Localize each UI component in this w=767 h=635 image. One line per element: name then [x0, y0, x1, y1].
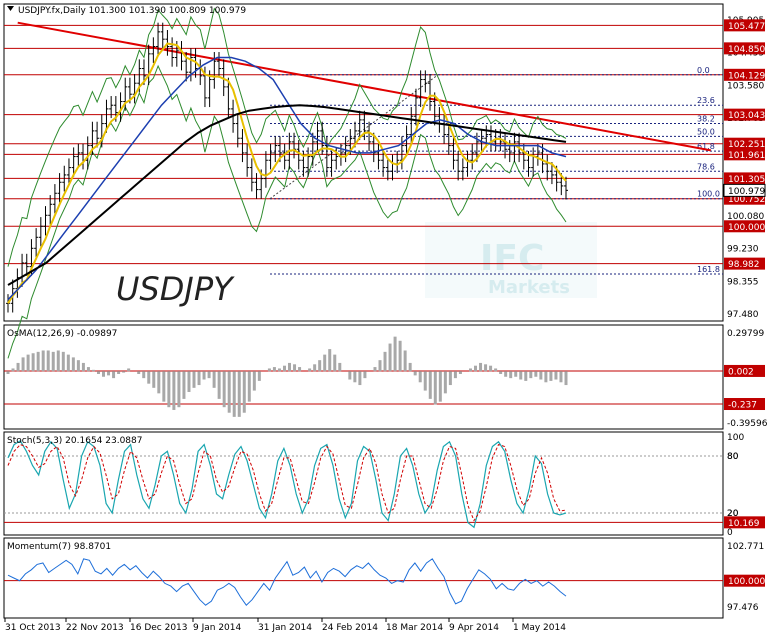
momentum-panel-frame	[3, 537, 724, 619]
price-tag: 100.000	[728, 223, 765, 233]
fib-label: 50.0	[697, 127, 715, 136]
fib-label: 61.8	[697, 142, 715, 151]
momentum-level-tag-box	[724, 574, 765, 587]
main-plot: 105.905104.455103.580102.705101.830100.9…	[4, 7, 766, 359]
stoch-tag-box	[724, 516, 765, 529]
momentum-title: Momentum(7) 98.8701	[7, 542, 111, 552]
price-tag-box	[724, 108, 765, 121]
fib-label: 100.0	[697, 190, 720, 199]
trend-line	[17, 21, 712, 152]
fib-label: 78.6	[697, 162, 715, 171]
osma-title: OsMA(12,26,9) -0.09897	[7, 329, 117, 339]
stoch-tag: 10.169	[728, 519, 760, 529]
date-label: 9 Jan 2014	[193, 623, 241, 633]
osma-ytick: -0.39596	[727, 419, 767, 429]
stoch-signal-line	[7, 443, 567, 522]
price-tag: 104.129	[728, 71, 765, 81]
osma-ytick: 0.29799	[727, 329, 764, 339]
osma-level-tag: -0.237	[728, 401, 757, 411]
ifc-markets-logo: IFC Markets	[425, 222, 597, 298]
stoch-title: Stoch(5,3,3) 20.1654 23.0887	[7, 436, 142, 446]
osma-level-tag-box	[724, 364, 765, 377]
main-ytick: 100.080	[727, 212, 764, 222]
stoch-panel-frame	[3, 431, 724, 536]
price-tag: 103.043	[728, 111, 765, 121]
date-label: 18 Mar 2014	[386, 623, 443, 633]
date-label: 16 Dec 2013	[130, 623, 188, 633]
stoch-ytick: 100	[727, 433, 744, 443]
date-axis: 31 Oct 2013 22 Nov 2013 16 Dec 2013 9 Jan 2…	[4, 618, 566, 633]
momentum-level-tag: 100.000	[728, 577, 765, 587]
stoch-level-label: 20	[727, 509, 739, 519]
price-tag-box	[724, 257, 765, 270]
date-label: 1 May 2014	[513, 623, 566, 633]
logo-bottom-text: Markets	[488, 277, 570, 298]
current-price-tag: 100.979	[728, 187, 765, 197]
current-price-box	[723, 183, 766, 197]
price-tag-box	[724, 137, 765, 150]
price-tag: 101.305	[728, 175, 765, 185]
osma-level-tag-box	[724, 398, 765, 411]
main-ytick: 98.355	[727, 277, 759, 287]
price-tag: 100.752	[728, 195, 765, 205]
fib-label: 0.0	[697, 66, 710, 75]
momentum-line	[7, 558, 567, 606]
main-ytick: 103.580	[727, 81, 764, 91]
momentum-ytick: 102.771	[727, 542, 764, 552]
momentum-ytick: 97.476	[727, 603, 759, 613]
ma-fast-line	[7, 42, 567, 304]
fib-label: 23.6	[697, 96, 715, 105]
ma-mid-line	[7, 56, 567, 301]
osma-level-tag: 0.002	[728, 367, 754, 377]
date-label: 31 Oct 2013	[5, 623, 61, 633]
fib-label: 38.2	[697, 115, 715, 124]
price-tag-box	[724, 42, 765, 55]
date-label: 22 Nov 2013	[66, 623, 124, 633]
chart-menu-icon[interactable]	[7, 6, 14, 11]
price-tag: 104.850	[728, 45, 765, 55]
price-tag-box	[724, 172, 765, 185]
date-label: 9 Apr 2014	[449, 623, 499, 633]
date-label: 24 Feb 2014	[322, 623, 378, 633]
stoch-level-label: 80	[727, 452, 739, 462]
price-tag-box	[724, 148, 765, 161]
logo-top-text: IFC	[480, 238, 544, 279]
main-ytick: 97.480	[727, 310, 759, 320]
fib-label: 161.8	[697, 265, 720, 274]
price-tag: 98.982	[728, 260, 760, 270]
price-tag-box	[724, 68, 765, 81]
price-tag: 102.251	[728, 140, 765, 150]
price-tag-box	[724, 220, 765, 233]
main-title: USDJPY.fx,Daily 101.300 101.390 100.809 …	[18, 6, 246, 16]
symbol-watermark: USDJPY	[116, 270, 235, 308]
main-ytick: 99.230	[727, 245, 759, 255]
stoch-ytick: 20	[727, 509, 739, 519]
ma-slow-line	[7, 104, 567, 286]
stoch-ytick: 0	[727, 528, 733, 538]
price-tag: 101.961	[728, 151, 765, 161]
date-label: 31 Jan 2014	[258, 623, 312, 633]
price-tag-box	[724, 19, 765, 32]
stoch-main-line	[7, 439, 567, 529]
price-tag: 105.477	[728, 22, 765, 32]
stoch-ytick: 80	[727, 452, 739, 462]
bollinger-lower-line	[7, 64, 567, 359]
